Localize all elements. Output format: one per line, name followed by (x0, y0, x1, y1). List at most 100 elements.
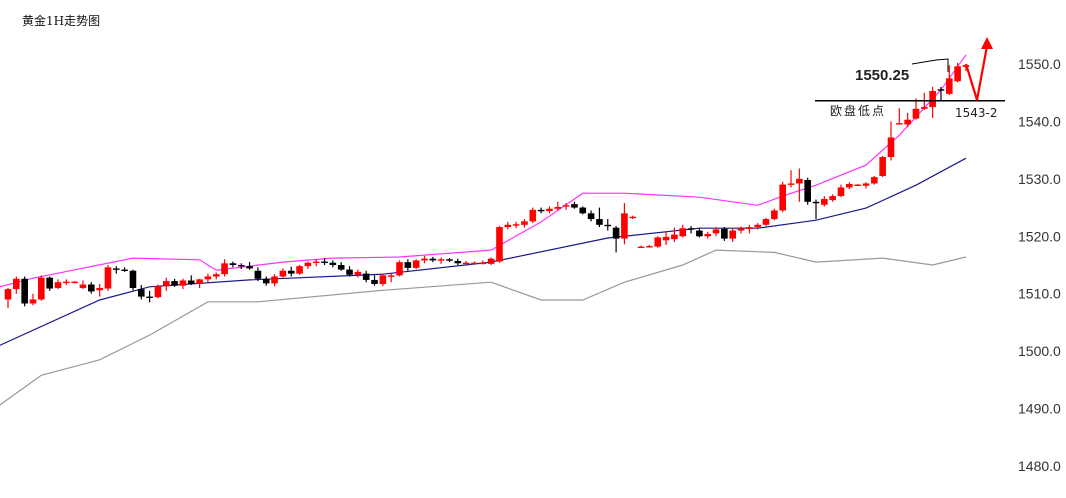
candle-body (579, 207, 587, 214)
candle (679, 224, 687, 238)
candle-body (112, 268, 120, 270)
candle-body (704, 233, 712, 237)
candle (587, 210, 595, 222)
candles (4, 62, 970, 309)
upper-band-line (0, 54, 967, 288)
candle (729, 228, 737, 243)
candle-body (554, 207, 562, 209)
candle-body (737, 228, 745, 231)
candle-body (637, 246, 645, 249)
candle-body (471, 262, 478, 265)
forecast-arrow (964, 45, 989, 101)
annotations: 欧盘低点 1543-2 1550.25 (815, 37, 1005, 120)
candle-body (721, 228, 728, 239)
candle (904, 112, 911, 128)
candle (621, 202, 628, 245)
candle-body (421, 258, 428, 261)
candle (21, 276, 28, 307)
candle-body (21, 278, 28, 304)
candle (554, 201, 562, 211)
candle (896, 108, 903, 125)
y-tick-label: 1530.0 (1018, 171, 1061, 187)
candle (945, 65, 953, 96)
candle (88, 282, 95, 294)
candle (404, 259, 412, 271)
candle (654, 236, 662, 248)
candle (154, 284, 162, 299)
candle-body (487, 258, 495, 264)
candle-body (537, 209, 545, 212)
candle (821, 196, 828, 207)
candle (187, 275, 195, 286)
candle-body (562, 205, 570, 207)
candle (504, 221, 512, 230)
candle-body (88, 284, 95, 292)
candle-body (512, 224, 520, 226)
candle-body (13, 278, 20, 290)
candle (63, 279, 70, 286)
candle (829, 194, 836, 202)
candle (854, 184, 861, 187)
candle-body (896, 123, 903, 125)
candle-body (38, 277, 45, 300)
candle (354, 269, 362, 278)
candle-body (262, 278, 270, 284)
candle-body (296, 266, 303, 274)
candle-body (837, 187, 845, 197)
candle-body (754, 224, 761, 228)
candle-body (854, 184, 861, 187)
candle (129, 269, 137, 291)
candle (479, 260, 487, 265)
candle-body (321, 261, 328, 263)
candle (712, 227, 720, 237)
candle (437, 257, 445, 264)
candle-body (479, 262, 487, 265)
candle (379, 273, 387, 287)
candle (329, 260, 337, 268)
candle-body (96, 287, 103, 291)
candle (804, 177, 811, 205)
candle-body (787, 183, 795, 185)
candle (371, 275, 378, 286)
candle-body (671, 234, 678, 240)
candle-body (271, 276, 278, 284)
candle (662, 231, 670, 245)
candle (537, 207, 545, 214)
candle (312, 259, 320, 267)
candle-body (371, 279, 378, 284)
candle-body (646, 246, 653, 248)
candle-body (904, 119, 911, 125)
candle (29, 293, 37, 306)
candle (629, 215, 637, 220)
candle (171, 278, 178, 287)
candle (246, 262, 253, 270)
candle (846, 182, 853, 190)
candle (612, 225, 620, 253)
y-axis: 1480.0 1490.0 1500.0 1510.0 1520.0 1530.0 1540… (1018, 56, 1061, 474)
candle (137, 285, 145, 300)
candle (637, 245, 645, 249)
high-bracket-line (911, 58, 949, 72)
candle-body (304, 262, 312, 267)
support-label: 欧盘低点 (830, 103, 886, 118)
candle (471, 261, 478, 265)
candle-body (454, 260, 462, 264)
candle (796, 168, 803, 202)
bollinger-bands (0, 54, 967, 406)
candle (754, 223, 761, 230)
candle (287, 266, 295, 277)
candle-body (571, 204, 578, 208)
candle (296, 265, 303, 275)
candle (446, 258, 453, 263)
y-tick-label: 1540.0 (1018, 113, 1061, 129)
candle-body (521, 221, 528, 225)
candle-body (954, 66, 961, 82)
candle (879, 155, 886, 178)
candle (304, 261, 312, 270)
y-tick-label: 1520.0 (1018, 228, 1061, 244)
candle-body (171, 281, 178, 286)
candle (279, 268, 287, 278)
candle (604, 219, 612, 231)
candle (362, 270, 370, 283)
